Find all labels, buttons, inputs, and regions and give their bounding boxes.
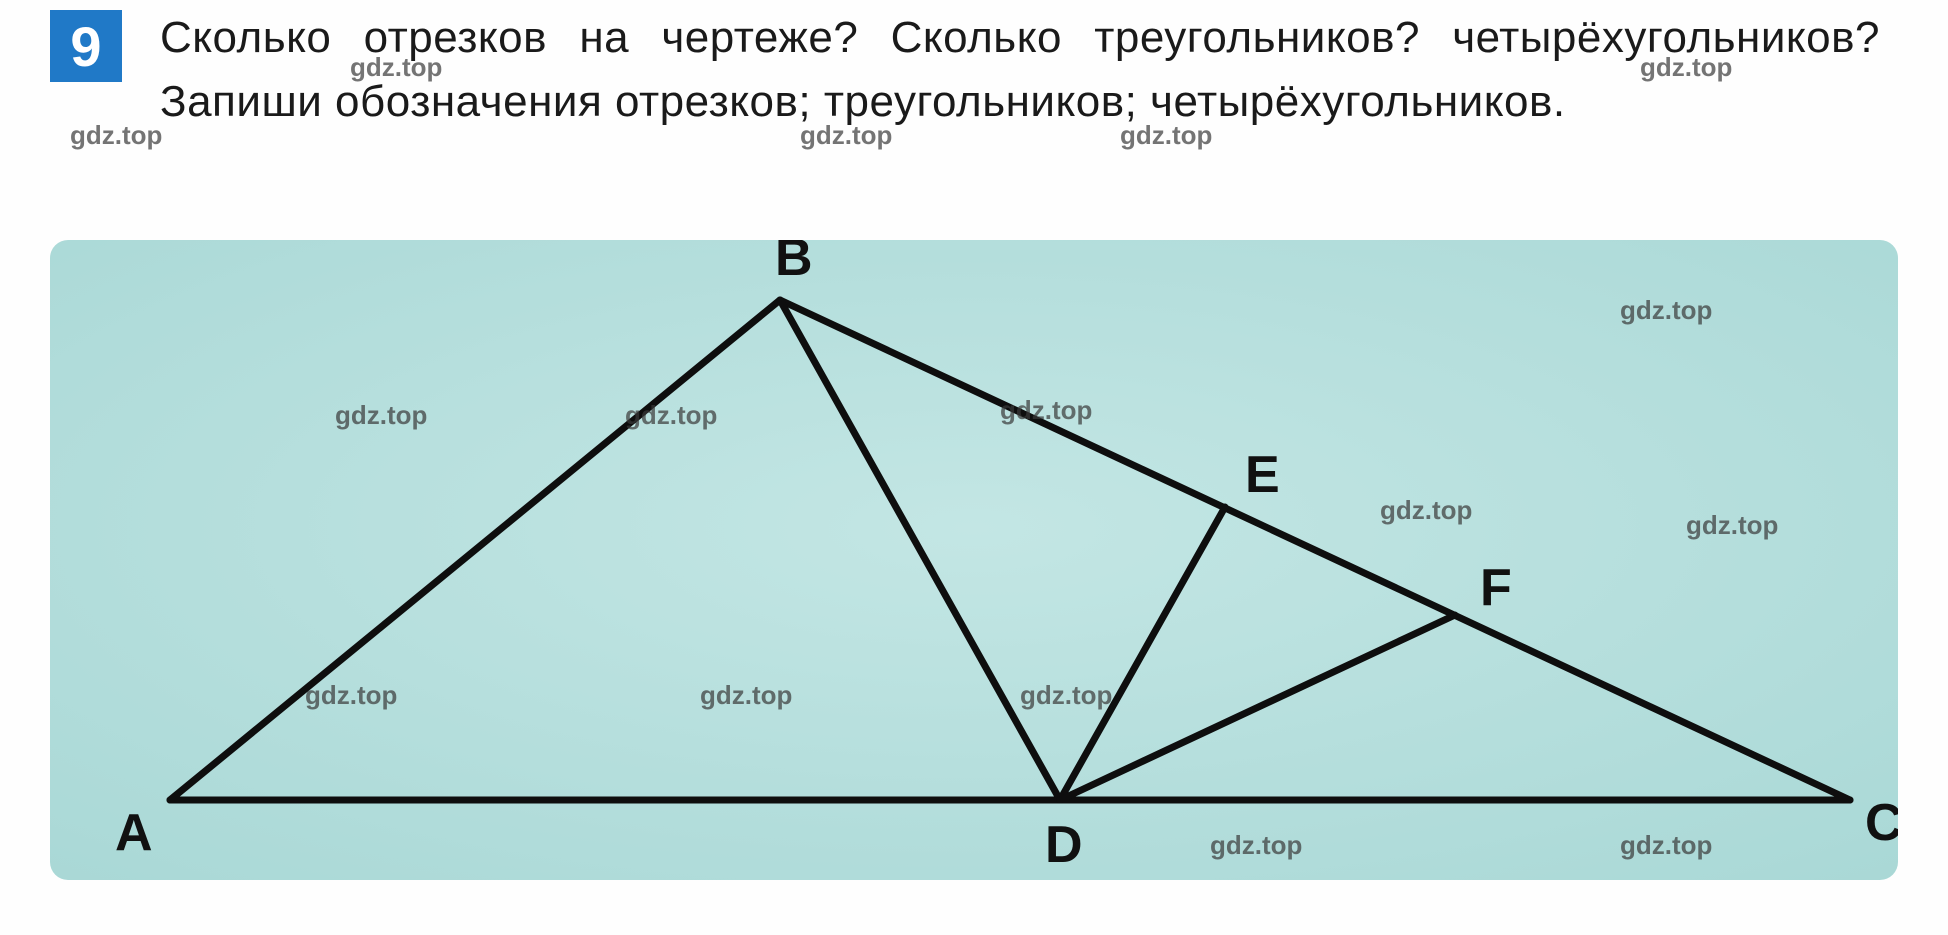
problem-number-box: 9: [50, 10, 122, 82]
problem-number: 9: [70, 14, 101, 79]
point-label-C: C: [1865, 794, 1898, 852]
point-label-D: D: [1045, 816, 1083, 874]
figure-svg: A B C D E F: [50, 240, 1898, 880]
figure-background: [50, 240, 1898, 880]
page: 9 Сколько отрезков на чертеже? Сколько т…: [0, 0, 1948, 935]
point-label-A: A: [115, 804, 153, 862]
problem-text: Сколько отрезков на чертеже? Сколько тре…: [160, 6, 1880, 134]
point-label-B: B: [775, 240, 813, 287]
geometry-figure: A B C D E F: [50, 240, 1898, 880]
watermark: gdz.top: [70, 120, 162, 151]
point-label-F: F: [1480, 559, 1512, 617]
point-label-E: E: [1245, 446, 1280, 504]
